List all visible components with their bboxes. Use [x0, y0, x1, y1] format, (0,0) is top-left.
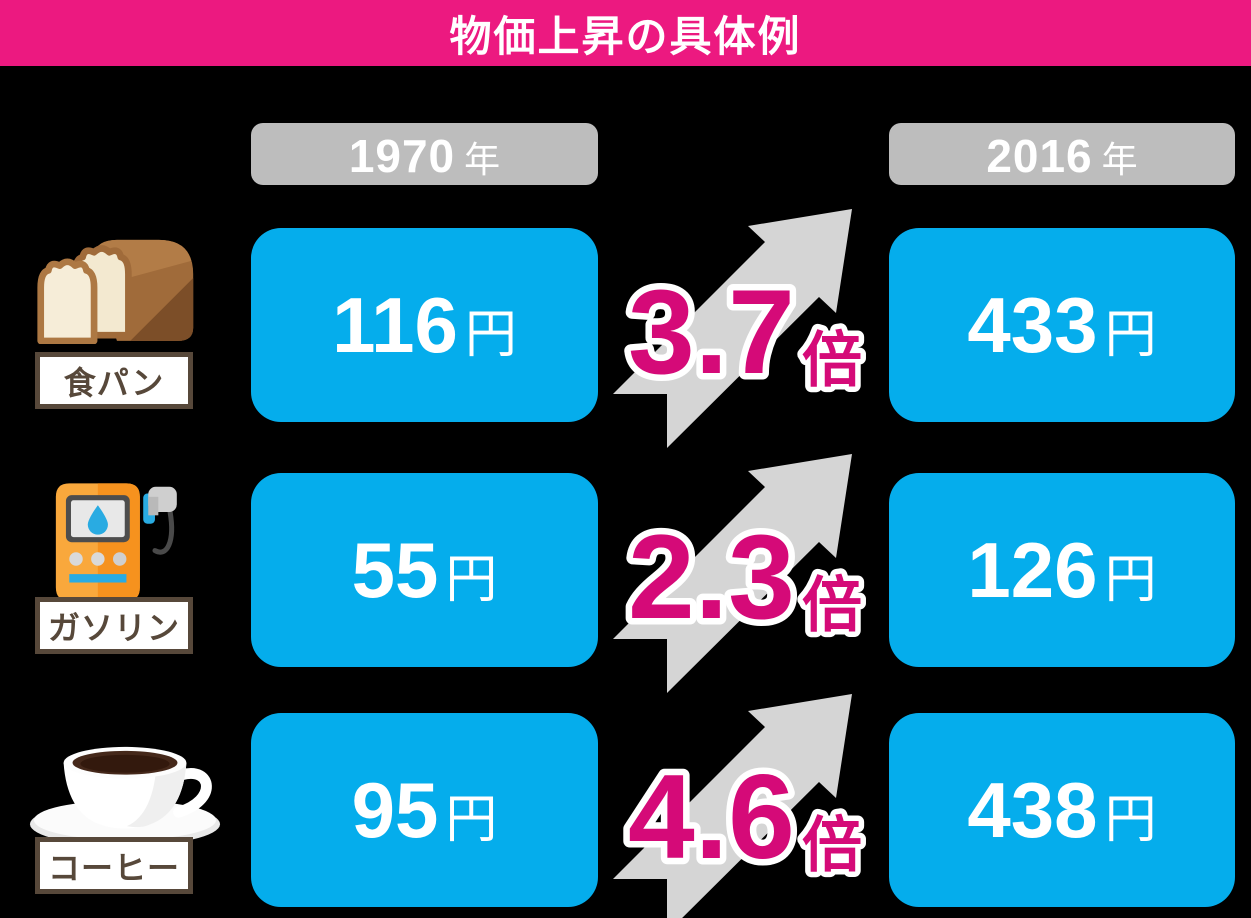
price-value: 438	[967, 766, 1098, 854]
coffee-icon	[29, 746, 221, 846]
multiplier-cell: 2.3 倍	[598, 440, 888, 700]
year-suffix: 年	[1101, 139, 1138, 180]
increase-arrow-icon	[613, 209, 852, 448]
item-label-gasoline: ガソリン	[35, 597, 193, 654]
price-box-2016: 438 円	[889, 713, 1235, 907]
row-bread: 食パン 116 円 3.7 倍 433 円	[0, 209, 1251, 448]
year-label-1970: 1970 年	[251, 123, 598, 185]
price-value: 116	[332, 281, 458, 369]
year-value: 1970	[348, 130, 456, 182]
item-label-coffee: コーヒー	[35, 837, 193, 894]
price-value: 433	[967, 281, 1098, 369]
price-unit: 円	[1104, 306, 1157, 364]
year-value: 2016	[986, 130, 1093, 182]
multiplier-unit: 倍	[802, 812, 862, 879]
year-suffix: 年	[464, 139, 501, 180]
increase-arrow-icon	[613, 454, 852, 693]
multiplier-unit: 倍	[802, 572, 862, 639]
bread-icon	[37, 239, 194, 344]
increase-arrow-icon	[613, 694, 852, 918]
price-unit: 円	[1104, 791, 1157, 849]
price-box-2016: 433 円	[889, 228, 1235, 422]
price-box-1970: 55 円	[251, 473, 598, 667]
price-value: 95	[351, 766, 439, 854]
multiplier-value: 3.7	[628, 265, 795, 399]
multiplier-unit: 倍	[802, 327, 862, 394]
item-name: ガソリン	[47, 609, 180, 646]
header-bar: 物価上昇の具体例	[0, 0, 1251, 66]
multiplier-cell: 3.7 倍	[598, 195, 888, 455]
item-name: 食パン	[63, 364, 165, 401]
fuel-pump-icon	[55, 483, 177, 601]
item-label-bread: 食パン	[35, 352, 193, 409]
price-box-1970: 116 円	[251, 228, 598, 422]
multiplier-value: 4.6	[628, 750, 795, 884]
row-coffee: コーヒー 95 円 4.6 倍 438 円	[0, 694, 1251, 918]
price-box-2016: 126 円	[889, 473, 1235, 667]
price-unit: 円	[1104, 551, 1157, 609]
price-unit: 円	[445, 791, 498, 849]
price-unit: 円	[445, 551, 498, 609]
item-name: コーヒー	[47, 849, 180, 886]
price-unit: 円	[464, 306, 517, 364]
price-box-1970: 95 円	[251, 713, 598, 907]
page-title: 物価上昇の具体例	[449, 12, 802, 60]
price-value: 55	[351, 526, 439, 614]
row-gasoline: ガソリン 55 円 2.3 倍 126 円	[0, 454, 1251, 693]
year-label-2016: 2016 年	[889, 123, 1235, 185]
multiplier-value: 2.3	[628, 510, 795, 644]
multiplier-cell: 4.6 倍	[598, 680, 888, 918]
price-value: 126	[967, 526, 1098, 614]
